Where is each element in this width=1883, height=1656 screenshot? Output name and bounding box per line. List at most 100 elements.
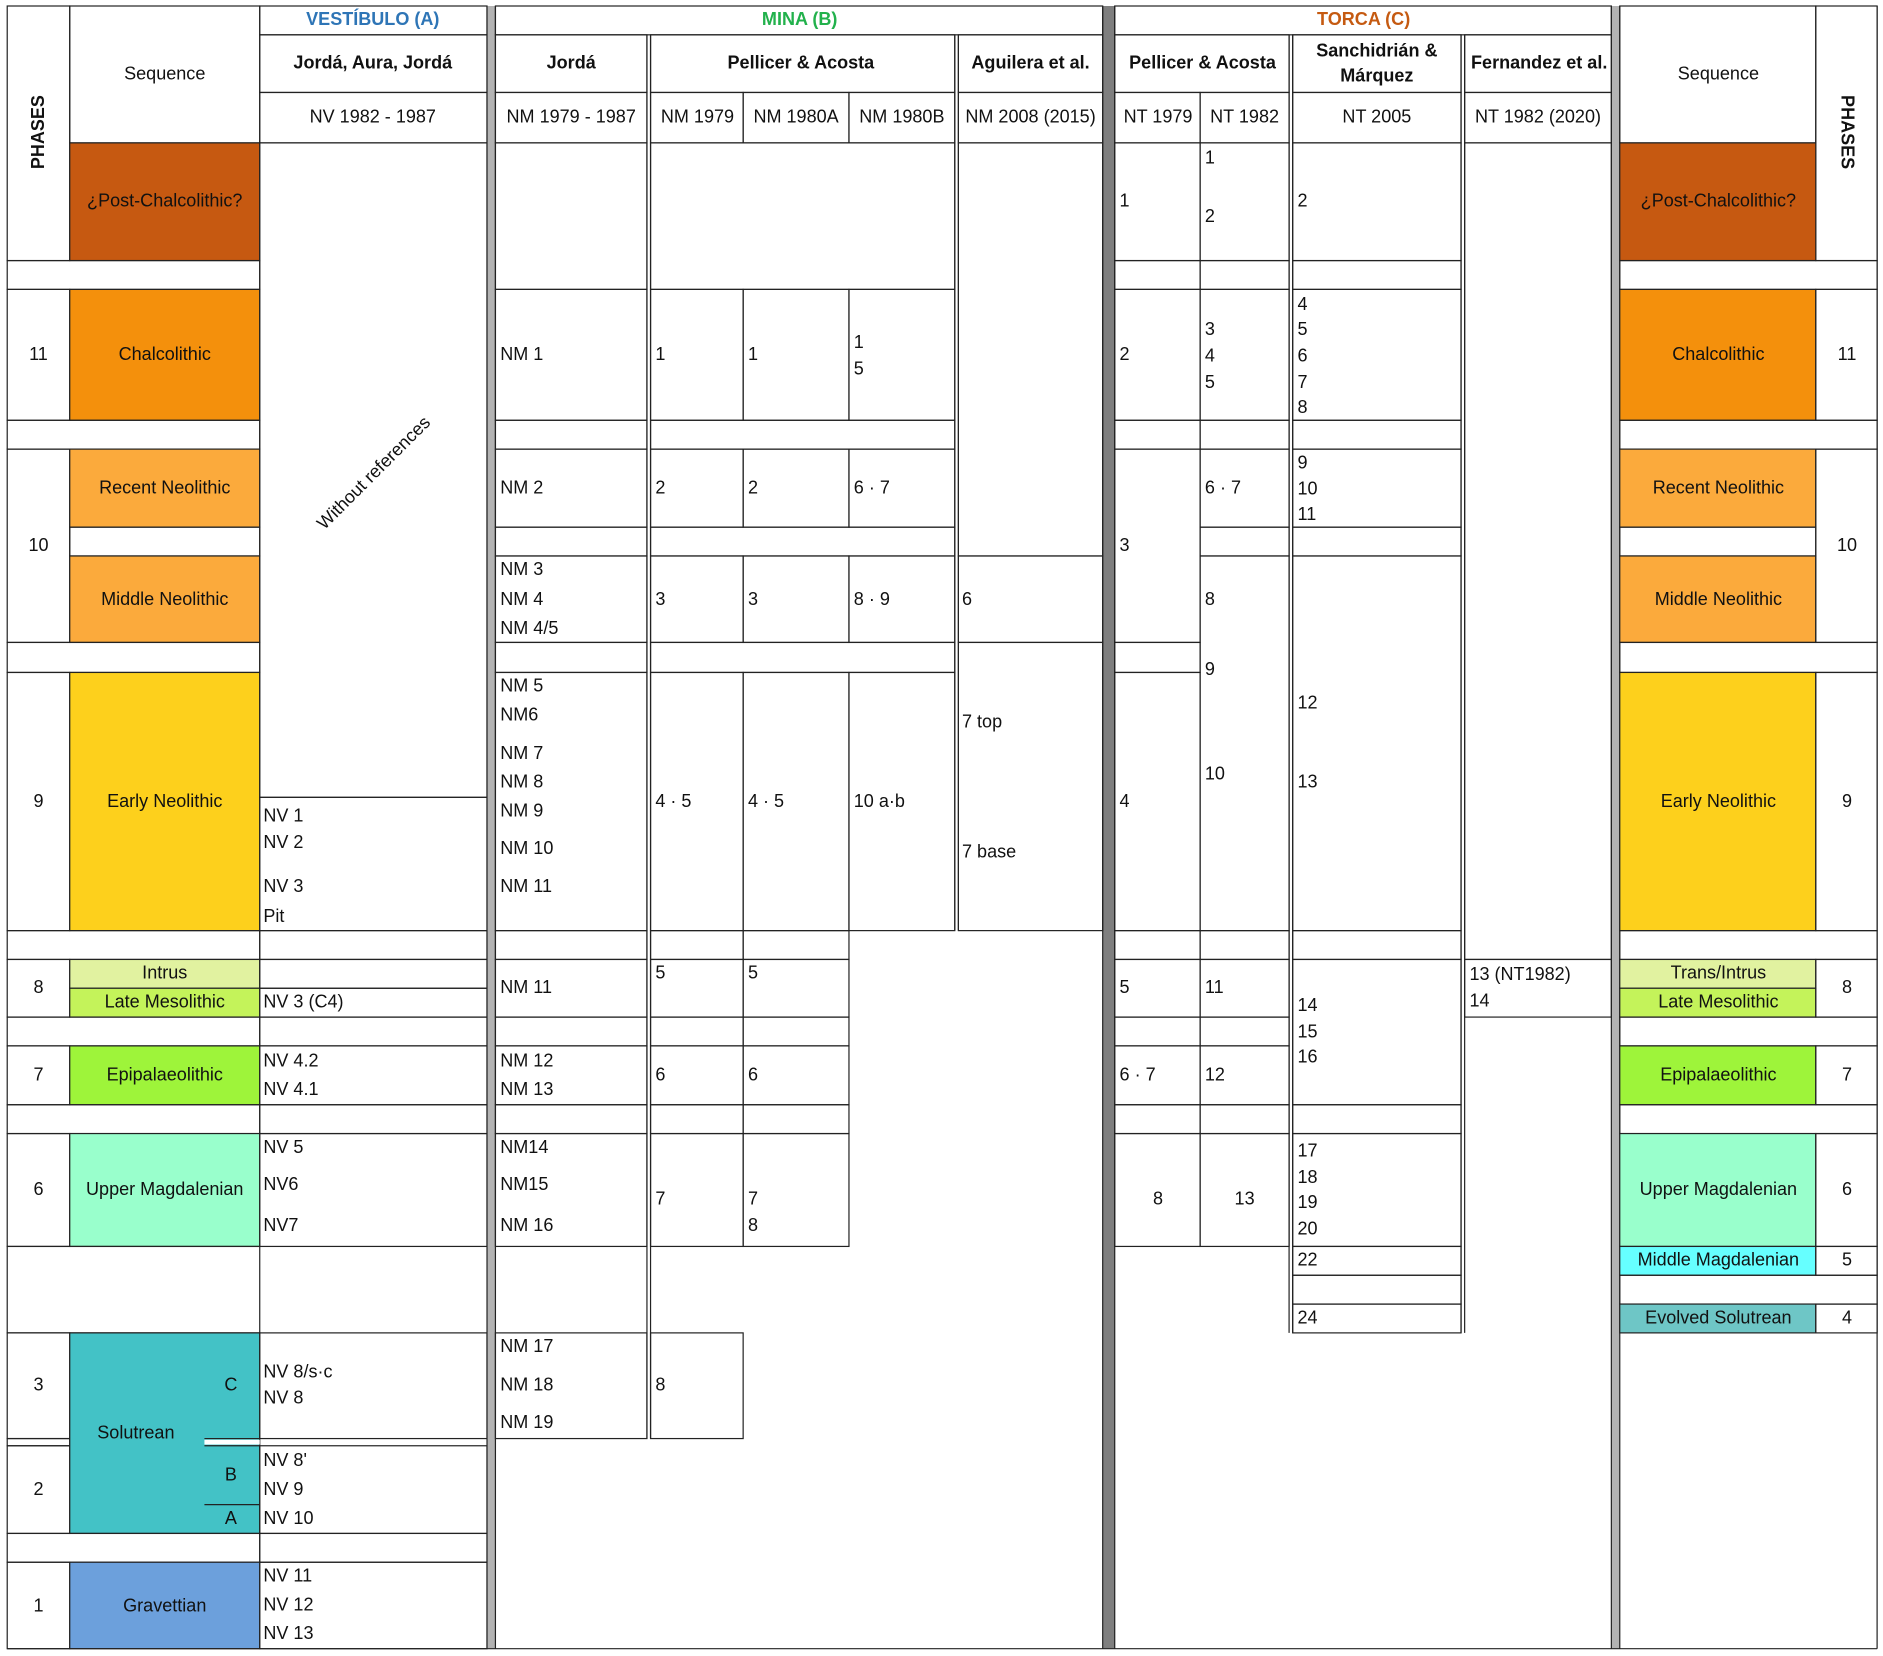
seq-right-epipalaeolithic xyxy=(1619,1045,1817,1106)
sequence-label-left: Epipalaeolithic xyxy=(106,1065,223,1086)
seq-solutrean xyxy=(69,1332,261,1535)
gap-row xyxy=(6,930,261,961)
sequence-label-left: ¿Post-Chalcolithic? xyxy=(87,190,243,212)
gap-row xyxy=(649,526,956,557)
torca-1982-level: 1 xyxy=(1204,147,1215,169)
mina-jorda-level: NM 3 xyxy=(500,559,544,580)
excavation-nm-2008: NM 2008 (2015) xyxy=(965,106,1096,128)
mina-jorda-level: NM 2 xyxy=(500,477,544,499)
torca-2005-level: 10 xyxy=(1297,479,1318,500)
seq-epipalaeolithic xyxy=(69,1045,261,1106)
torca-1982-level: 5 xyxy=(1204,372,1215,393)
torca-1979-level: 8 xyxy=(1152,1188,1164,1210)
sequence-header-right: Sequence xyxy=(1677,63,1759,85)
gap-row xyxy=(1619,1016,1878,1047)
torca-2005-level: 9 xyxy=(1297,452,1308,474)
torca-1982-level: 9 xyxy=(1204,659,1215,680)
vestibulo-level: NV 8 xyxy=(263,1388,304,1409)
phase-number-left: 9 xyxy=(33,791,44,812)
author-jorda-aura-jorda: Jordá, Aura, Jordá xyxy=(293,52,453,74)
table-cell xyxy=(1464,142,1612,961)
mina-1979-level: 4 · 5 xyxy=(655,791,692,812)
torca-2005-level: 19 xyxy=(1297,1192,1318,1213)
mina-jorda-level: NM 17 xyxy=(500,1336,554,1357)
table-cell xyxy=(1114,930,1201,961)
mina-1979-level: 1 xyxy=(655,344,666,366)
seq-gravettian xyxy=(69,1561,261,1650)
gap-row xyxy=(6,259,261,290)
excavation-nm-1980a: NM 1980A xyxy=(753,106,839,128)
seq-right-middle-neolithic xyxy=(1619,555,1817,644)
mina-jorda-level: NM 4 xyxy=(500,589,544,611)
table-cell xyxy=(957,142,1104,557)
mina-jorda-level: NM 12 xyxy=(500,1050,554,1072)
author-pellicer-acosta-torca: Pellicer & Acosta xyxy=(1129,52,1276,74)
gap-row xyxy=(742,930,850,961)
table-cell xyxy=(494,1132,648,1248)
sequence-label-left: Upper Magdalenian xyxy=(86,1179,244,1200)
author-aguilera: Aguilera et al. xyxy=(971,52,1090,74)
separator-torca-right xyxy=(1611,6,1620,1649)
sequence-label-solutrean: Solutrean xyxy=(97,1422,175,1444)
table-cell xyxy=(742,958,850,1018)
table-cell xyxy=(957,555,1104,644)
torca-1979-level: 6 · 7 xyxy=(1119,1065,1156,1086)
sequence-label-right: Trans/Intrus xyxy=(1670,963,1767,984)
gap-row xyxy=(1619,259,1878,290)
separator-mina-torca xyxy=(1102,6,1115,1649)
phase-number-right: 6 xyxy=(1842,1179,1853,1200)
table-cell xyxy=(1292,1303,1462,1334)
torca-2005-level: 7 xyxy=(1297,372,1308,393)
gap-row xyxy=(6,641,261,674)
gap-row xyxy=(1619,1274,1878,1305)
table-cell xyxy=(494,526,648,557)
sequence-label-left: Early Neolithic xyxy=(107,791,223,812)
sequence-label-right: Middle Magdalenian xyxy=(1637,1250,1800,1271)
mina-1980a-level: 7 xyxy=(747,1188,758,1210)
sequence-label-right: Late Mesolithic xyxy=(1658,991,1779,1013)
seq-right-evolved-solutrean xyxy=(1619,1303,1817,1334)
seq-middle-neolithic xyxy=(69,555,261,644)
table-cell xyxy=(1292,142,1462,262)
table-cell xyxy=(742,1132,850,1248)
table-cell xyxy=(1199,1132,1290,1248)
mina-jorda-level: NM15 xyxy=(500,1174,549,1195)
torca-1979-level: 3 xyxy=(1119,535,1130,556)
solutrean-gap xyxy=(204,1439,260,1445)
excavation-nt-1982-2020: NT 1982 (2020) xyxy=(1474,106,1602,128)
mina-aguilera-level: 7 top xyxy=(962,712,1003,733)
table-cell xyxy=(1292,1104,1462,1135)
site-title-vestibulo: VESTÍBULO (A) xyxy=(306,9,440,31)
gap-row xyxy=(259,1104,488,1135)
vestibulo-level: NV 4.1 xyxy=(263,1079,319,1100)
torca-2005-level: 12 xyxy=(1297,692,1318,714)
mina-jorda-level: NM 13 xyxy=(500,1079,554,1100)
phase-number-left: 2 xyxy=(33,1479,44,1500)
sequence-label-right: ¿Post-Chalcolithic? xyxy=(1640,190,1797,212)
torca-2005-level: 20 xyxy=(1297,1218,1318,1240)
mina-jorda-level: NM 16 xyxy=(500,1215,554,1236)
table-cell xyxy=(259,958,488,989)
phase-number-left: 6 xyxy=(33,1179,44,1200)
table-cell xyxy=(1114,419,1201,450)
torca-2005-level: 6 xyxy=(1297,345,1308,367)
mina-1979-level: 7 xyxy=(655,1188,666,1210)
torca-1982-level: 11 xyxy=(1204,977,1224,998)
mina-aguilera-level: 7 base xyxy=(962,841,1017,863)
author-jorda: Jordá xyxy=(546,52,596,74)
table-cell xyxy=(742,1045,850,1106)
gap-row xyxy=(6,1104,261,1135)
phase-number-left: 3 xyxy=(33,1374,44,1396)
phase-number-right: 7 xyxy=(1842,1065,1853,1086)
table-cell xyxy=(649,1332,744,1440)
torca-1979-level: 2 xyxy=(1119,344,1130,366)
mina-jorda-level: NM 1 xyxy=(500,344,544,366)
gap-row xyxy=(6,1437,71,1447)
table-cell xyxy=(1292,555,1462,932)
gap-row xyxy=(1619,526,1817,557)
phase-number-right: 4 xyxy=(1842,1307,1853,1329)
table-cell xyxy=(1292,526,1462,557)
table-cell xyxy=(1114,259,1201,290)
gap-row xyxy=(6,1016,261,1047)
